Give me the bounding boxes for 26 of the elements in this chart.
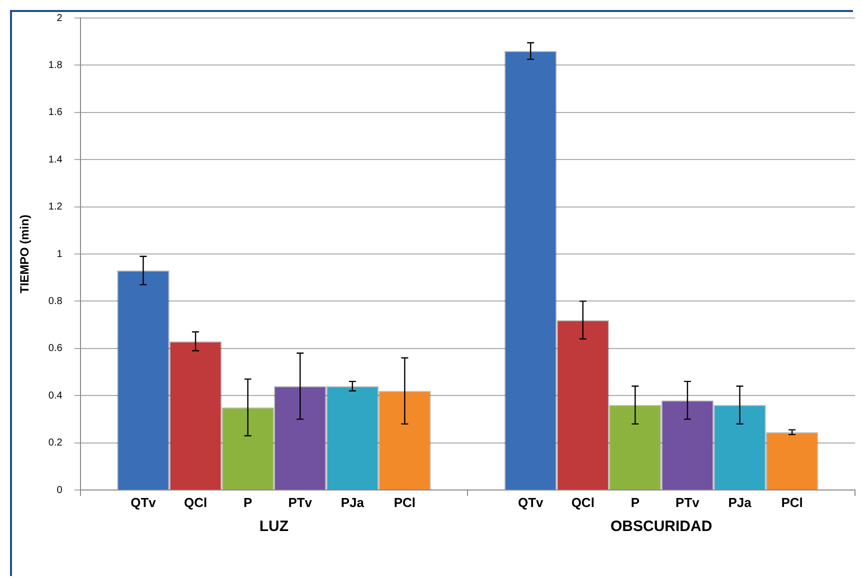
y-tick-label: 1.4 [48, 154, 63, 166]
text: QCl [571, 495, 594, 510]
y-tick-label: 1 [56, 248, 63, 260]
y-tick-label: 0.8 [48, 296, 63, 307]
series-label: P [243, 495, 252, 510]
y-tick-label: 1.6 [48, 107, 63, 118]
y-tick-label: 1.2 [48, 202, 63, 213]
y-tick-label: 0 [56, 484, 63, 496]
series-label: QTv [130, 495, 157, 510]
text: P [630, 495, 640, 510]
x-tick-label: OBSCURIDAD [610, 518, 712, 536]
text: QTv [518, 495, 544, 510]
text: PTv [676, 495, 700, 510]
y-tick-label: 1.8 [48, 60, 63, 71]
y-tick-label: 2 [56, 12, 63, 24]
y-tick-label: 0.6 [48, 343, 63, 354]
y-axis-title: TIEMPO (min) [18, 214, 32, 294]
series-label: PJa [340, 495, 365, 510]
x-tick-label: LUZ [259, 518, 289, 536]
y-tick-label: 0.2 [48, 438, 63, 449]
text: PJa [728, 495, 752, 510]
series-label: PTv [288, 495, 313, 510]
series-label: QCl [184, 495, 208, 510]
series-label: PCl [394, 495, 416, 510]
text: PCl [781, 495, 803, 510]
y-tick-label: 0.4 [48, 390, 63, 402]
